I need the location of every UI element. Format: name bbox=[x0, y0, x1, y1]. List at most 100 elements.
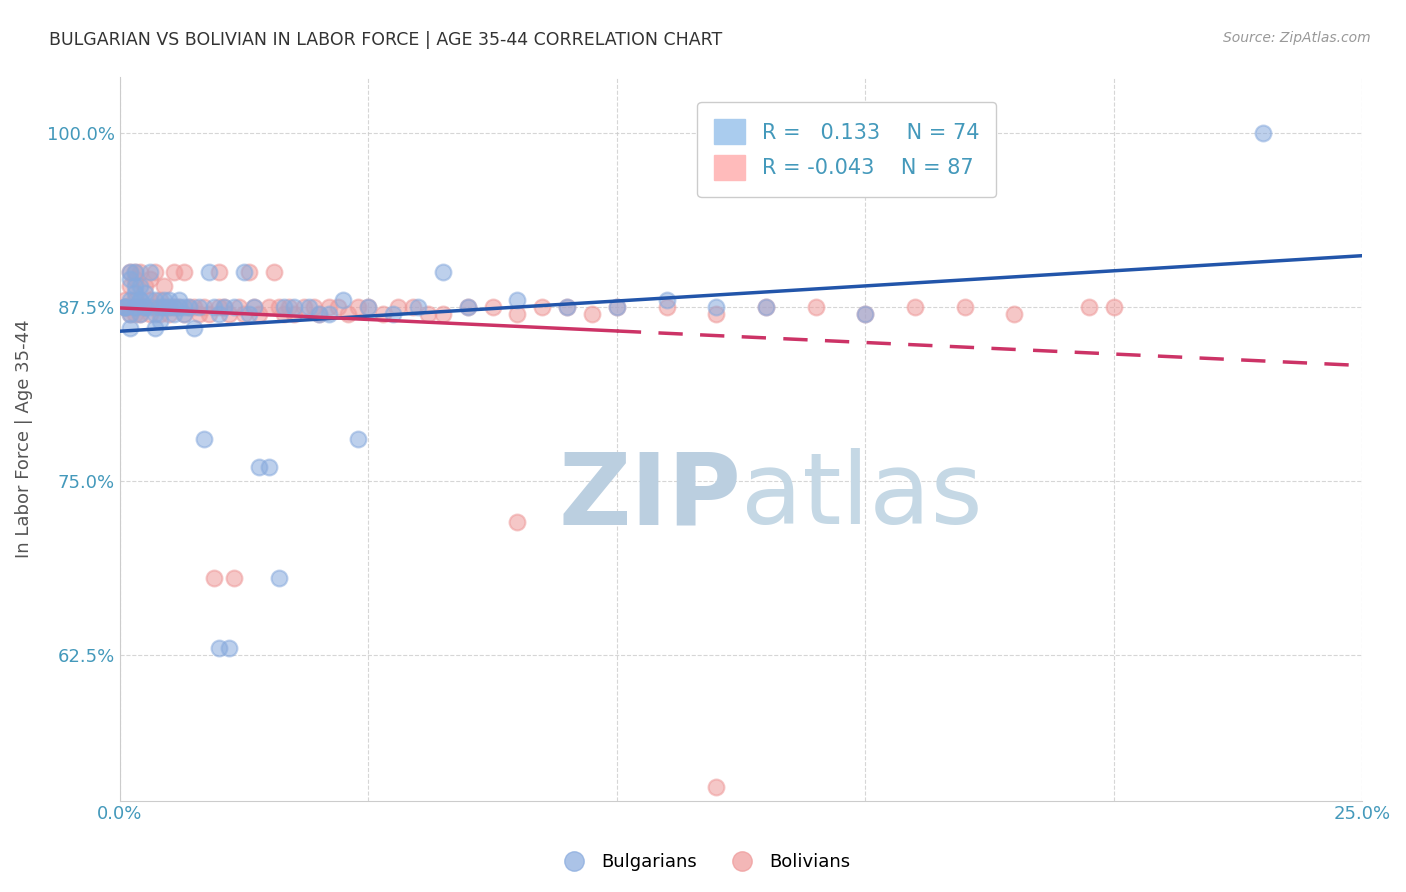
Point bbox=[179, 300, 201, 314]
Point bbox=[118, 265, 141, 279]
Point bbox=[755, 300, 778, 314]
Point bbox=[173, 307, 195, 321]
Point bbox=[704, 780, 727, 794]
Point bbox=[163, 300, 186, 314]
Point bbox=[114, 300, 136, 314]
Point bbox=[328, 300, 350, 314]
Point bbox=[148, 293, 170, 307]
Point bbox=[332, 293, 354, 307]
Point bbox=[337, 307, 360, 321]
Text: Source: ZipAtlas.com: Source: ZipAtlas.com bbox=[1223, 31, 1371, 45]
Point bbox=[169, 300, 191, 314]
Point bbox=[114, 293, 136, 307]
Point bbox=[292, 300, 315, 314]
Point bbox=[347, 432, 370, 446]
Point bbox=[143, 265, 166, 279]
Point bbox=[506, 307, 529, 321]
Point bbox=[134, 300, 156, 314]
Point bbox=[193, 432, 215, 446]
Point bbox=[555, 300, 578, 314]
Point bbox=[134, 300, 156, 314]
Point bbox=[243, 300, 266, 314]
Point bbox=[267, 300, 290, 314]
Point bbox=[277, 300, 299, 314]
Point bbox=[124, 293, 146, 307]
Point bbox=[128, 307, 150, 321]
Point bbox=[387, 300, 409, 314]
Legend: Bulgarians, Bolivians: Bulgarians, Bolivians bbox=[548, 847, 858, 879]
Point bbox=[124, 300, 146, 314]
Point bbox=[163, 265, 186, 279]
Point bbox=[506, 516, 529, 530]
Point bbox=[128, 293, 150, 307]
Point bbox=[118, 300, 141, 314]
Point bbox=[118, 272, 141, 286]
Point bbox=[238, 307, 260, 321]
Point bbox=[655, 300, 678, 314]
Point bbox=[267, 571, 290, 585]
Point bbox=[283, 300, 305, 314]
Text: atlas: atlas bbox=[741, 449, 983, 545]
Point bbox=[606, 300, 628, 314]
Point bbox=[357, 300, 380, 314]
Point bbox=[243, 300, 266, 314]
Point bbox=[169, 300, 191, 314]
Y-axis label: In Labor Force | Age 35-44: In Labor Force | Age 35-44 bbox=[15, 319, 32, 558]
Point bbox=[143, 307, 166, 321]
Point bbox=[124, 300, 146, 314]
Point bbox=[755, 300, 778, 314]
Point bbox=[153, 279, 176, 293]
Point bbox=[273, 307, 295, 321]
Point bbox=[138, 293, 160, 307]
Point bbox=[357, 300, 380, 314]
Point bbox=[198, 307, 221, 321]
Point bbox=[233, 265, 256, 279]
Point bbox=[148, 307, 170, 321]
Point bbox=[128, 307, 150, 321]
Point bbox=[1102, 300, 1125, 314]
Point bbox=[1004, 307, 1026, 321]
Point bbox=[302, 300, 325, 314]
Point bbox=[247, 459, 270, 474]
Point bbox=[373, 307, 395, 321]
Point bbox=[704, 300, 727, 314]
Point bbox=[153, 293, 176, 307]
Point bbox=[1251, 126, 1274, 140]
Point bbox=[263, 265, 285, 279]
Point bbox=[581, 307, 603, 321]
Point bbox=[183, 300, 205, 314]
Point bbox=[173, 265, 195, 279]
Point bbox=[233, 307, 256, 321]
Point bbox=[432, 307, 454, 321]
Point bbox=[188, 307, 211, 321]
Point bbox=[118, 293, 141, 307]
Point bbox=[124, 265, 146, 279]
Point bbox=[114, 300, 136, 314]
Point bbox=[138, 307, 160, 321]
Point bbox=[118, 279, 141, 293]
Point bbox=[159, 293, 181, 307]
Point bbox=[202, 300, 225, 314]
Point bbox=[138, 272, 160, 286]
Point bbox=[159, 300, 181, 314]
Point bbox=[188, 300, 211, 314]
Point bbox=[114, 300, 136, 314]
Point bbox=[257, 459, 280, 474]
Point bbox=[128, 265, 150, 279]
Point bbox=[163, 300, 186, 314]
Point bbox=[138, 265, 160, 279]
Point bbox=[506, 293, 529, 307]
Text: BULGARIAN VS BOLIVIAN IN LABOR FORCE | AGE 35-44 CORRELATION CHART: BULGARIAN VS BOLIVIAN IN LABOR FORCE | A… bbox=[49, 31, 723, 49]
Point bbox=[308, 307, 330, 321]
Point bbox=[555, 300, 578, 314]
Point bbox=[953, 300, 976, 314]
Point bbox=[318, 307, 340, 321]
Point bbox=[402, 300, 425, 314]
Point bbox=[853, 307, 876, 321]
Point bbox=[163, 307, 186, 321]
Point bbox=[153, 300, 176, 314]
Point bbox=[531, 300, 554, 314]
Point bbox=[212, 300, 235, 314]
Point bbox=[804, 300, 827, 314]
Point bbox=[212, 300, 235, 314]
